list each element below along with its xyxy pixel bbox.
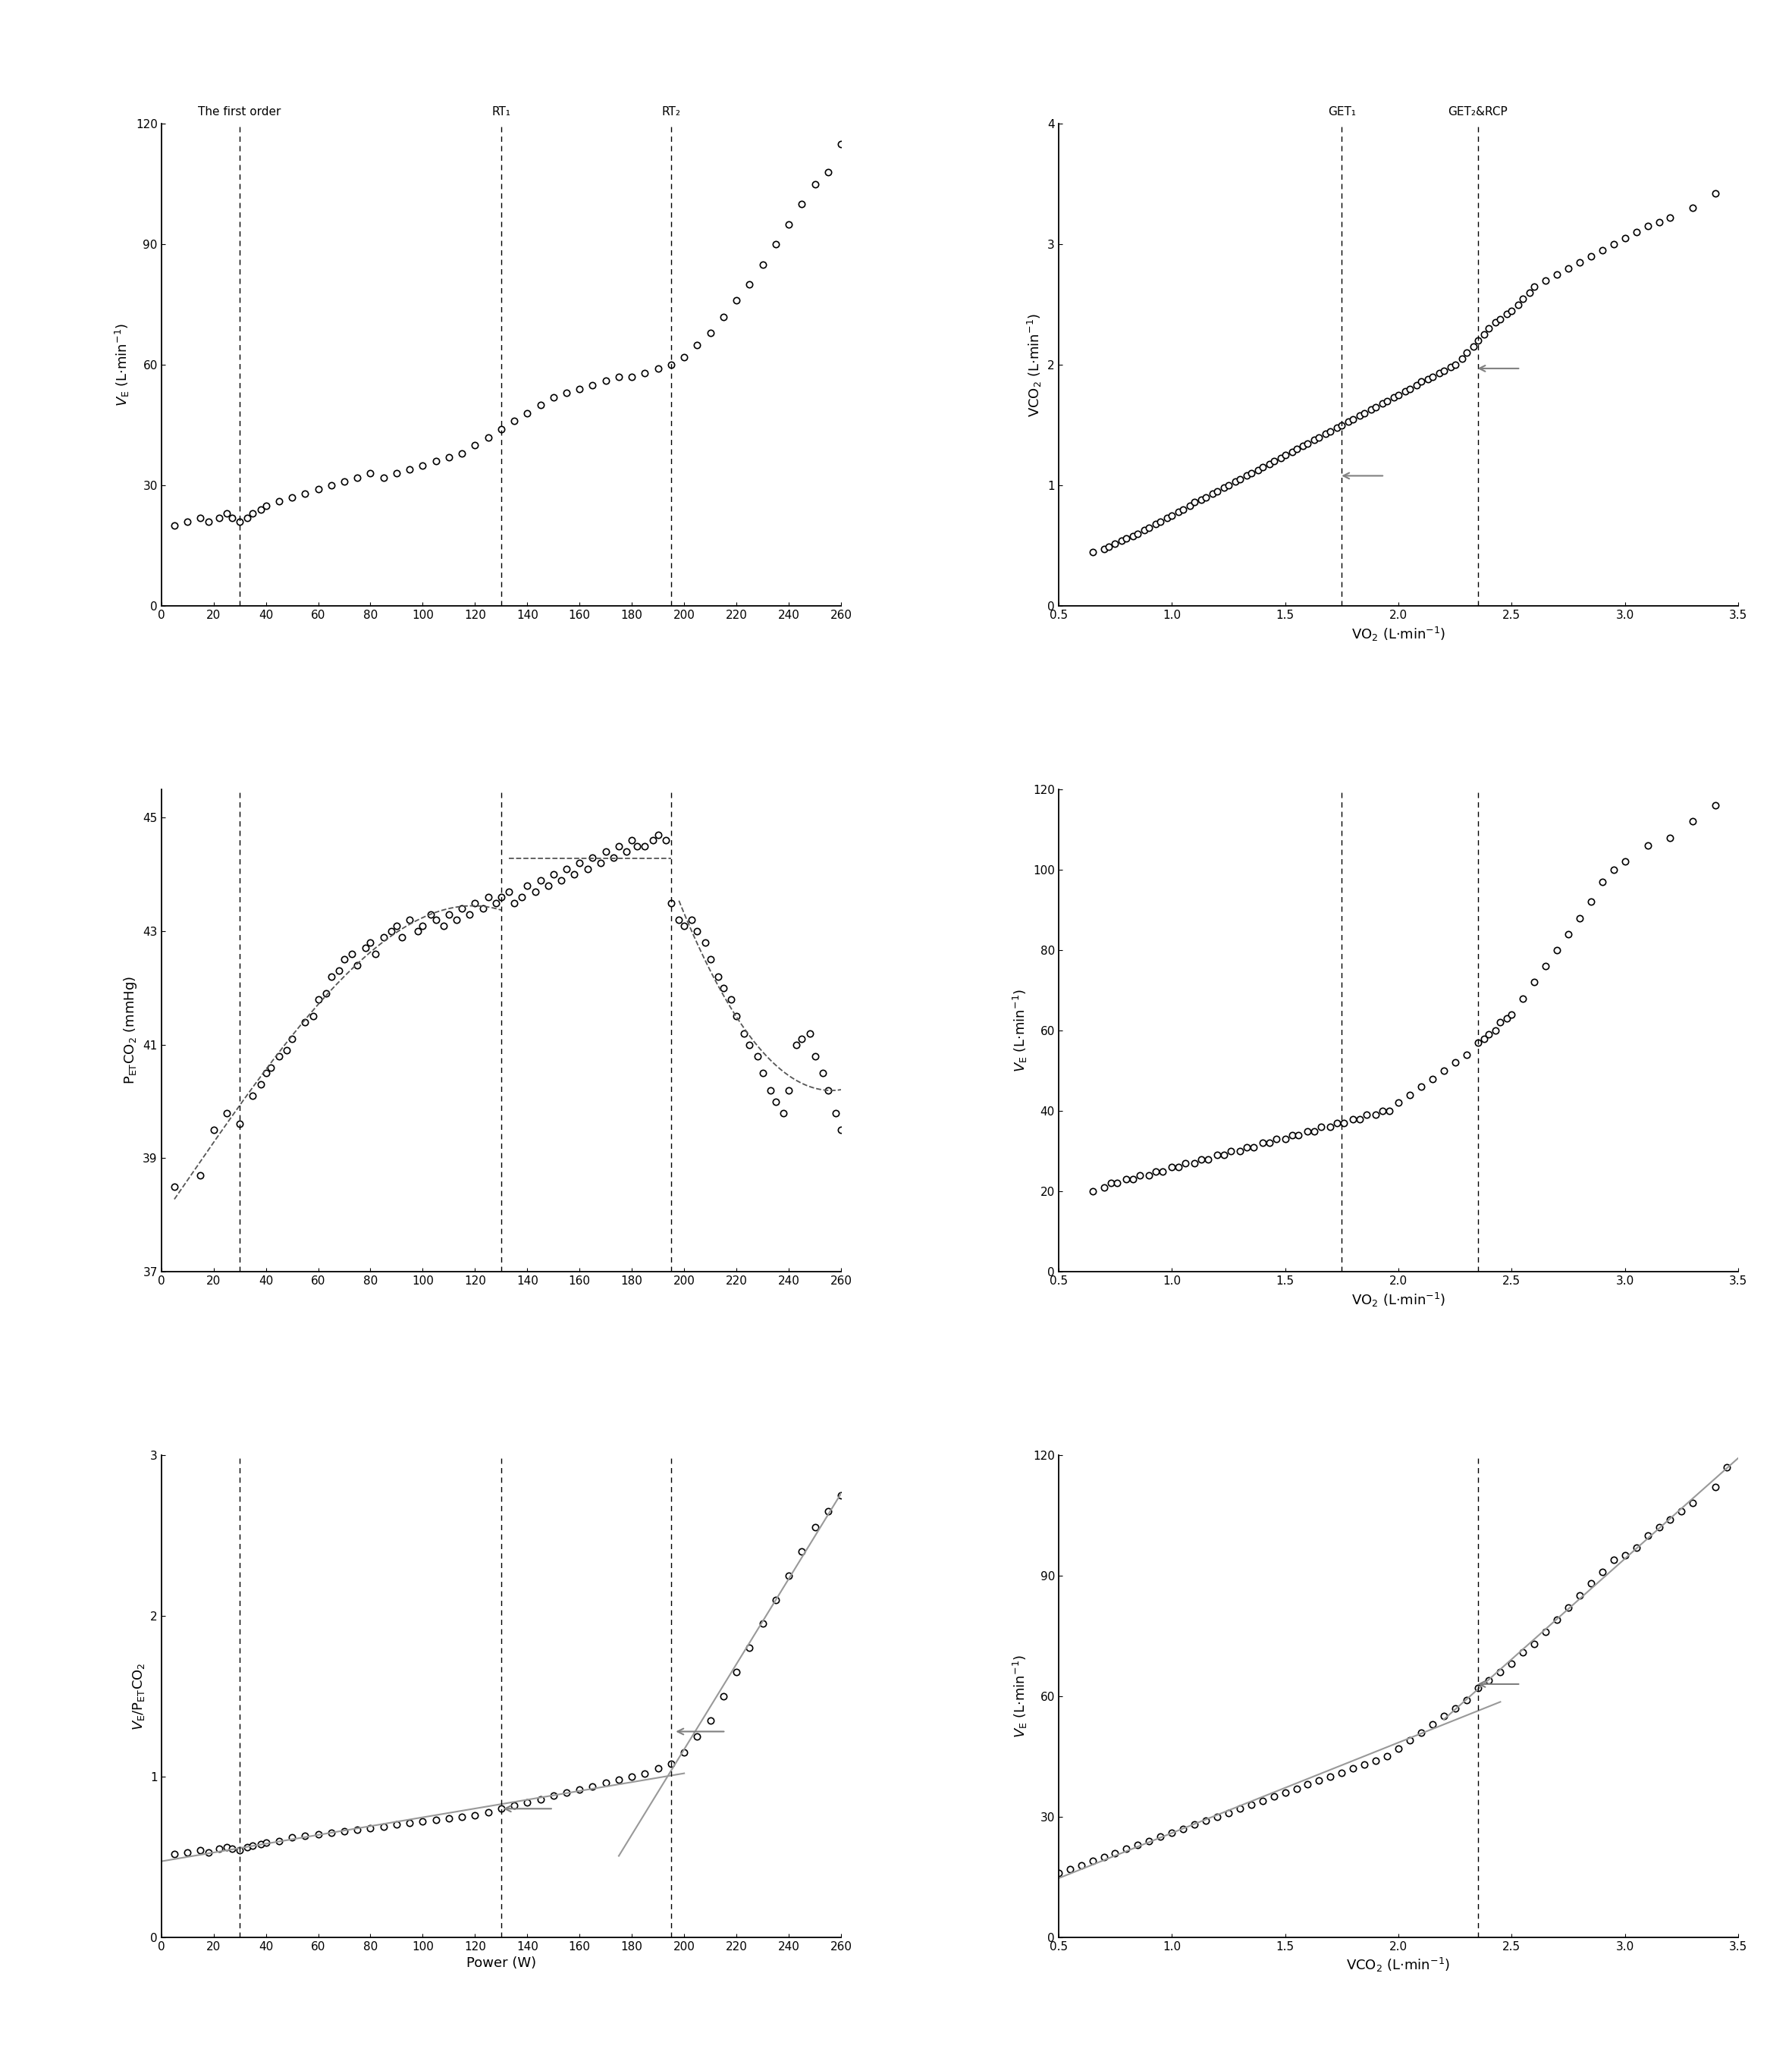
- X-axis label: $\mathrm{VO_2}\ (\mathrm{L{\cdot}min^{-1}})$: $\mathrm{VO_2}\ (\mathrm{L{\cdot}min^{-1…: [1351, 1290, 1446, 1309]
- Y-axis label: $V_\mathrm{E}\ (\mathrm{L{\cdot}min^{-1}})$: $V_\mathrm{E}\ (\mathrm{L{\cdot}min^{-1}…: [1011, 989, 1029, 1072]
- Y-axis label: $V_\mathrm{E}/\mathrm{P_{ET}CO_2}$: $V_\mathrm{E}/\mathrm{P_{ET}CO_2}$: [131, 1661, 145, 1729]
- Text: RT₁: RT₁: [491, 105, 511, 117]
- X-axis label: $\mathrm{VO_2}\ (\mathrm{L{\cdot}min^{-1}})$: $\mathrm{VO_2}\ (\mathrm{L{\cdot}min^{-1…: [1351, 624, 1446, 643]
- Text: GET₁: GET₁: [1328, 105, 1357, 117]
- Y-axis label: $\mathrm{VCO_2}\ (\mathrm{L{\cdot}min^{-1}})$: $\mathrm{VCO_2}\ (\mathrm{L{\cdot}min^{-…: [1025, 313, 1043, 416]
- Y-axis label: $\mathrm{P_{ET}CO_2}\ \mathrm{(mmHg)}$: $\mathrm{P_{ET}CO_2}\ \mathrm{(mmHg)}$: [122, 977, 138, 1084]
- Text: The first order: The first order: [199, 105, 281, 117]
- Text: GET₂&RCP: GET₂&RCP: [1448, 105, 1507, 117]
- Y-axis label: $V_\mathrm{E}\ (\mathrm{L{\cdot}min^{-1}})$: $V_\mathrm{E}\ (\mathrm{L{\cdot}min^{-1}…: [115, 324, 131, 406]
- X-axis label: Power (W): Power (W): [466, 1956, 536, 1970]
- Text: RT₂: RT₂: [661, 105, 681, 117]
- X-axis label: $\mathrm{VCO_2}\ (\mathrm{L{\cdot}min^{-1}})$: $\mathrm{VCO_2}\ (\mathrm{L{\cdot}min^{-…: [1346, 1956, 1450, 1974]
- Y-axis label: $V_\mathrm{E}\ (\mathrm{L{\cdot}min^{-1}})$: $V_\mathrm{E}\ (\mathrm{L{\cdot}min^{-1}…: [1011, 1655, 1029, 1737]
